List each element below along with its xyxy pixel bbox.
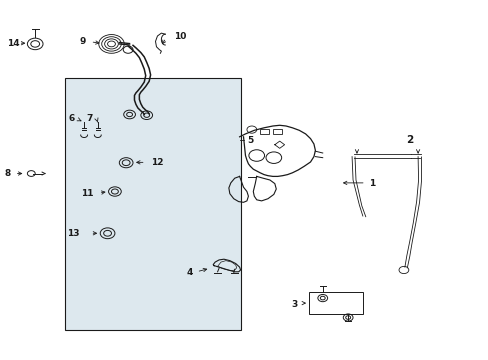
Text: 11: 11 [81, 189, 94, 198]
Text: 12: 12 [150, 158, 163, 167]
Text: 8: 8 [4, 169, 11, 178]
Text: 3: 3 [290, 300, 297, 309]
Text: 14: 14 [7, 39, 20, 48]
Text: 10: 10 [173, 32, 185, 41]
Bar [272, 129, 281, 134]
Bar [260, 129, 268, 134]
Text: 7: 7 [86, 114, 93, 122]
Text: 4: 4 [186, 269, 193, 277]
Text: 6: 6 [68, 114, 74, 122]
Text: 5: 5 [246, 136, 253, 145]
Bar [308, 292, 362, 314]
Text: 9: 9 [79, 37, 85, 46]
FancyBboxPatch shape [64, 78, 240, 330]
Text: 2: 2 [406, 135, 412, 145]
Text: 1: 1 [368, 179, 375, 188]
Text: 13: 13 [66, 229, 79, 238]
